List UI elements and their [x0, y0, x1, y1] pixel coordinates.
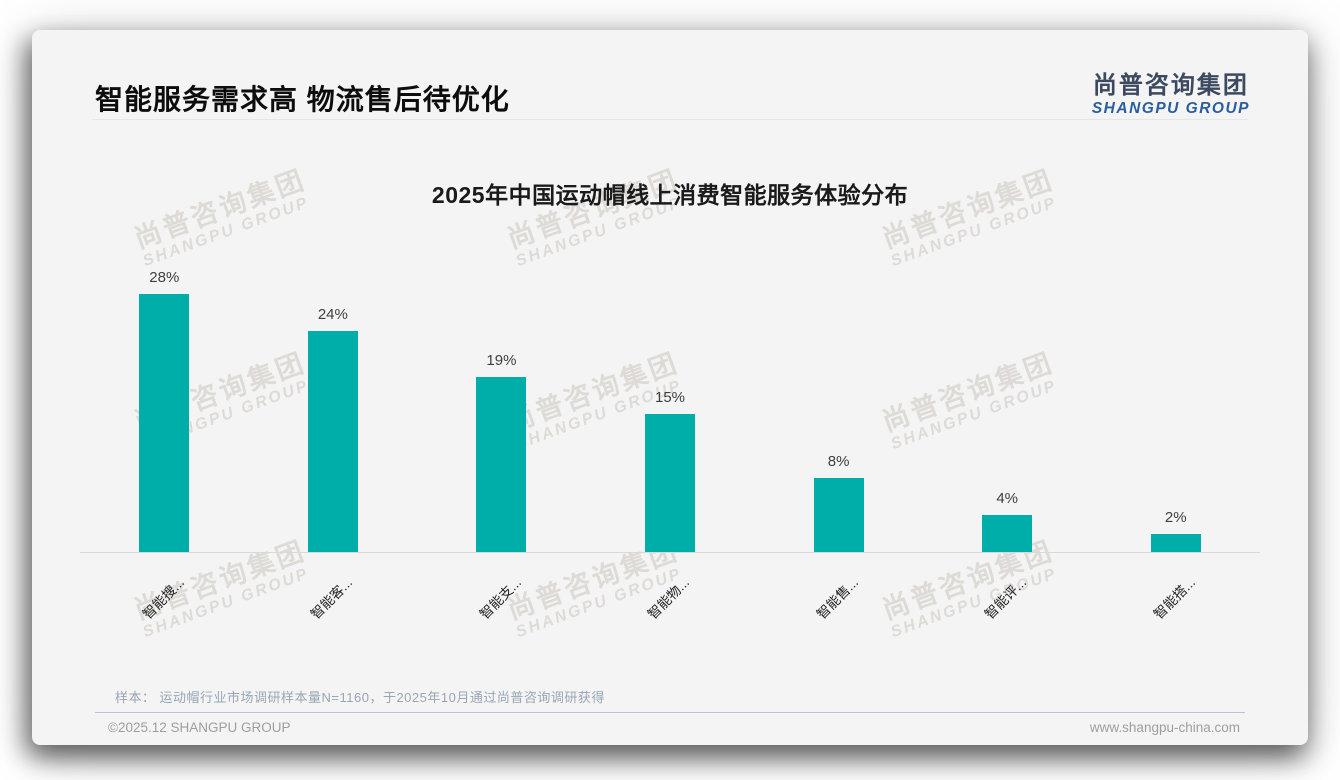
x-axis-line: [80, 552, 1260, 553]
bar: [645, 414, 696, 552]
x-axis-label: 智能售...: [813, 574, 861, 622]
bar-column: 28%: [80, 264, 249, 552]
footer: ©2025.12 SHANGPU GROUP www.shangpu-china…: [108, 720, 1240, 735]
logo-chinese-name: 尚普咨询集团: [1092, 72, 1249, 99]
bar-value-label: 24%: [317, 306, 348, 323]
bar-column: 24%: [249, 264, 418, 552]
bar-column: 8%: [754, 264, 923, 552]
bar: [139, 294, 190, 552]
bar-column: 15%: [586, 264, 755, 552]
x-axis-label: 智能物...: [645, 574, 693, 622]
x-axis-label: 智能客...: [308, 574, 356, 622]
bar-column: 19%: [417, 264, 586, 552]
bar-chart: 2025年中国运动帽线上消费智能服务体验分布 28% 24% 19% 15% 8% 4% 2…: [80, 170, 1260, 640]
x-axis-label-cell: 智能搭...: [1091, 553, 1260, 633]
header-divider: [92, 119, 1248, 120]
x-axis-label-cell: 智能搜...: [80, 553, 249, 633]
plot-area: 28% 24% 19% 15% 8% 4% 2%: [80, 264, 1260, 552]
x-axis-label: 智能支...: [476, 574, 524, 622]
website-url: www.shangpu-china.com: [1089, 720, 1240, 735]
header: 智能服务需求高 物流售后待优化 尚普咨询集团 SHANGPU GROUP: [95, 65, 1250, 118]
bar-value-label: 2%: [1164, 509, 1187, 526]
x-axis-label: 智能搜...: [139, 574, 187, 622]
bar-value-label: 8%: [827, 453, 850, 470]
sample-note-text: 运动帽行业市场调研样本量N=1160，于2025年10月通过尚普咨询调研获得: [159, 690, 605, 705]
x-axis-label: 智能评...: [982, 574, 1030, 622]
copyright-text: ©2025.12 SHANGPU GROUP: [108, 720, 291, 735]
x-axis-labels: 智能搜... 智能客... 智能支... 智能物... 智能售... 智能评... 智能搭.…: [80, 553, 1260, 633]
x-axis-label-cell: 智能支...: [417, 553, 586, 633]
bar: [307, 331, 358, 552]
x-axis-label-cell: 智能客...: [249, 553, 418, 633]
sample-note: 样本： 运动帽行业市场调研样本量N=1160，于2025年10月通过尚普咨询调研获…: [115, 687, 605, 706]
bar: [813, 478, 864, 552]
x-axis-label-cell: 智能物...: [586, 553, 755, 633]
x-axis-label: 智能搭...: [1150, 574, 1199, 622]
bar-value-label: 4%: [996, 490, 1019, 507]
bar: [982, 515, 1033, 552]
bar: [476, 377, 527, 552]
chart-title: 2025年中国运动帽线上消费智能服务体验分布: [431, 182, 909, 208]
company-logo: 尚普咨询集团 SHANGPU GROUP: [1092, 65, 1250, 118]
logo-english-name: SHANGPU GROUP: [1091, 100, 1250, 117]
bar: [1150, 534, 1201, 552]
bar-value-label: 15%: [655, 389, 686, 406]
x-axis-label-cell: 智能售...: [754, 553, 923, 633]
bar-value-label: 28%: [149, 269, 180, 286]
bar-column: 2%: [1091, 264, 1260, 552]
sample-note-label: 样本：: [115, 690, 156, 705]
bar-value-label: 19%: [486, 352, 517, 369]
bar-column: 4%: [923, 264, 1092, 552]
page-title: 智能服务需求高 物流售后待优化: [95, 84, 510, 115]
slide: 尚普咨询集团 SHANGPU GROUP 尚普咨询集团 SHANGPU GROU…: [32, 30, 1308, 745]
footer-divider: [95, 712, 1245, 713]
x-axis-label-cell: 智能评...: [923, 553, 1092, 633]
